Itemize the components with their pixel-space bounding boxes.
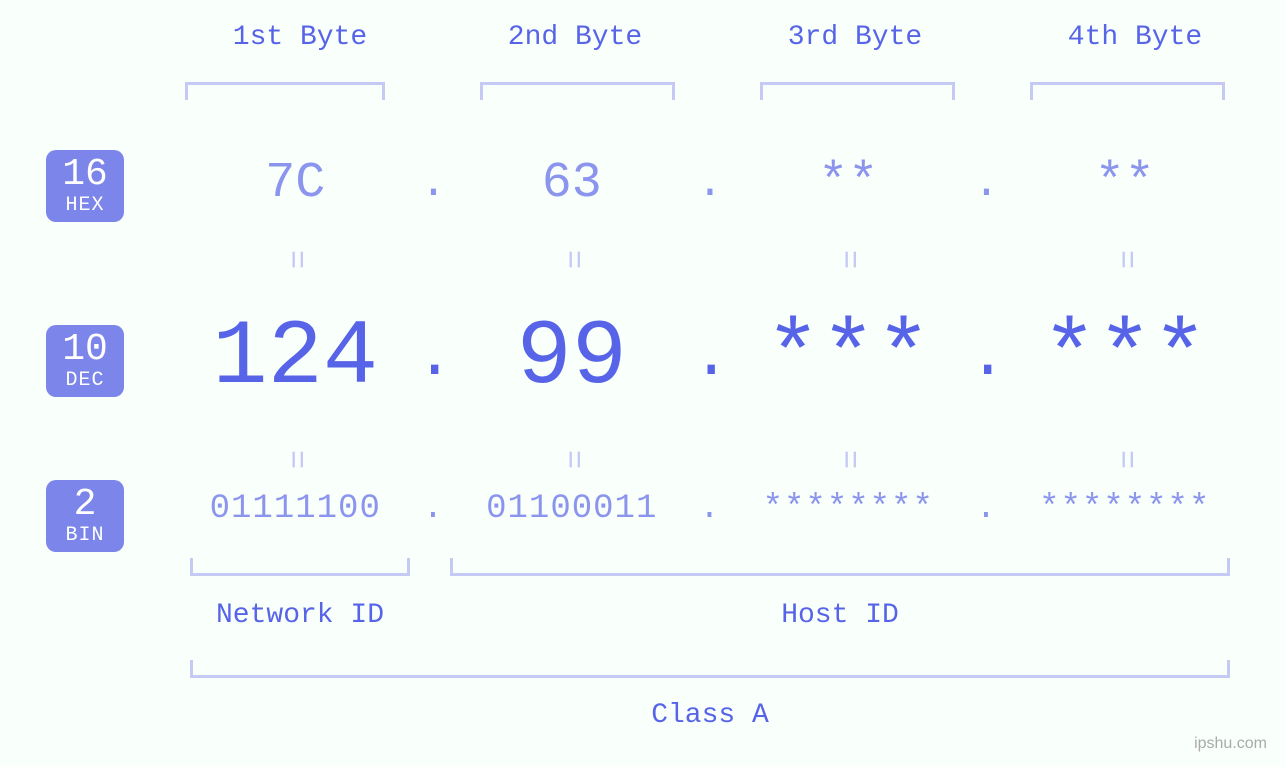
host-id-bracket	[450, 558, 1230, 576]
dec-badge-num: 10	[46, 331, 124, 369]
byte-bracket-1	[185, 82, 385, 100]
dot-icon: .	[692, 490, 728, 528]
dot-icon: .	[416, 159, 452, 209]
hex-badge-num: 16	[46, 156, 124, 194]
dec-badge-abbr: DEC	[46, 371, 124, 391]
dot-icon: .	[692, 322, 728, 394]
bin-byte-4: ********	[1005, 490, 1246, 528]
hex-row: 7C . 63 . ** . **	[175, 155, 1245, 212]
dec-badge: 10 DEC	[46, 325, 124, 397]
byte-header-4: 4th Byte	[1020, 22, 1250, 53]
equals-row-1: = = = =	[175, 240, 1245, 277]
bin-byte-2: 01100011	[452, 490, 693, 528]
bin-badge-num: 2	[46, 486, 124, 524]
hex-badge: 16 HEX	[46, 150, 124, 222]
byte-bracket-4	[1030, 82, 1225, 100]
dot-icon: .	[692, 159, 728, 209]
class-bracket	[190, 660, 1230, 678]
byte-bracket-3	[760, 82, 955, 100]
equals-icon: =	[553, 338, 590, 579]
dot-icon: .	[969, 490, 1005, 528]
dot-icon: .	[969, 159, 1005, 209]
hex-badge-abbr: HEX	[46, 196, 124, 216]
equals-icon: =	[830, 338, 867, 579]
class-label: Class A	[190, 700, 1230, 731]
byte-bracket-2	[480, 82, 675, 100]
byte-header-2: 2nd Byte	[460, 22, 690, 53]
dot-icon: .	[416, 490, 452, 528]
watermark: ipshu.com	[1194, 735, 1267, 753]
host-id-label: Host ID	[450, 600, 1230, 631]
network-id-label: Network ID	[190, 600, 410, 631]
ip-bytes-diagram: 1st Byte 2nd Byte 3rd Byte 4th Byte 16 H…	[0, 0, 1285, 767]
network-id-bracket	[190, 558, 410, 576]
dot-icon: .	[416, 322, 452, 394]
dot-icon: .	[969, 322, 1005, 394]
bin-badge: 2 BIN	[46, 480, 124, 552]
bin-badge-abbr: BIN	[46, 526, 124, 546]
equals-icon: =	[1106, 338, 1143, 579]
bin-row: 01111100 . 01100011 . ******** . *******…	[175, 490, 1245, 528]
byte-header-3: 3rd Byte	[740, 22, 970, 53]
bin-byte-3: ********	[728, 490, 969, 528]
equals-row-2: = = = =	[175, 440, 1245, 477]
byte-header-1: 1st Byte	[185, 22, 415, 53]
dec-row: 124 . 99 . *** . ***	[175, 305, 1245, 410]
equals-icon: =	[277, 338, 314, 579]
bin-byte-1: 01111100	[175, 490, 416, 528]
